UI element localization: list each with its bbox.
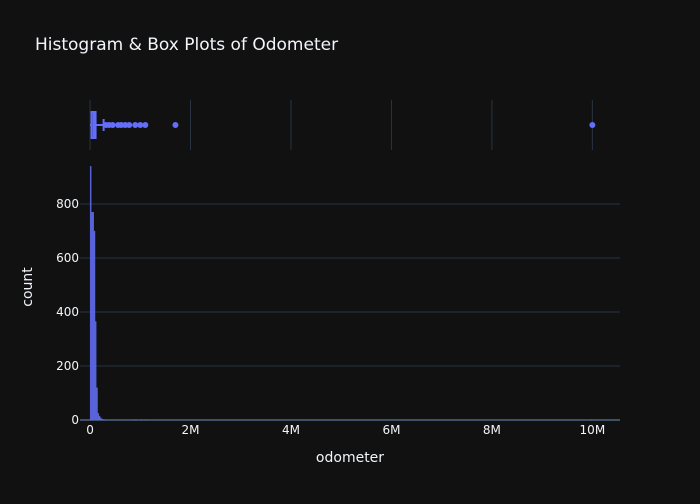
x-tick-label: 4M — [282, 423, 300, 437]
y-tick-label: 0 — [71, 413, 79, 427]
x-tick-label: 6M — [382, 423, 400, 437]
histogram-bar[interactable] — [95, 321, 96, 420]
x-tick-label: 8M — [483, 423, 501, 437]
box-outlier-point[interactable] — [126, 122, 132, 128]
histogram-bar[interactable] — [99, 416, 100, 420]
y-tick-label: 600 — [56, 251, 79, 265]
histogram-bar[interactable] — [104, 420, 105, 421]
box-outlier-point[interactable] — [172, 122, 178, 128]
y-tick-label: 800 — [56, 197, 79, 211]
chart-title: Histogram & Box Plots of Odometer — [35, 35, 338, 55]
histogram-bar[interactable] — [96, 388, 97, 420]
box-outlier-point[interactable] — [589, 122, 595, 128]
x-axis-label: odometer — [316, 450, 384, 466]
histogram-bar[interactable] — [145, 420, 146, 421]
histogram-bar[interactable] — [94, 231, 95, 420]
y-tick-label: 200 — [56, 359, 79, 373]
box-outlier-point[interactable] — [142, 122, 148, 128]
histogram-bar[interactable] — [103, 419, 104, 420]
x-tick-label: 10M — [580, 423, 606, 437]
x-tick-label: 0 — [86, 423, 94, 437]
histogram-bar[interactable] — [93, 212, 94, 420]
x-tick-label: 2M — [182, 423, 200, 437]
histogram-bar[interactable] — [100, 418, 101, 420]
histogram-bar[interactable] — [135, 420, 136, 421]
histogram-bar[interactable] — [591, 420, 592, 421]
y-tick-label: 400 — [56, 305, 79, 319]
histogram-bar[interactable] — [91, 212, 92, 420]
y-axis-label: count — [20, 267, 36, 307]
histogram-bar[interactable] — [90, 166, 91, 420]
histogram-bar[interactable] — [133, 420, 134, 421]
histogram-bar[interactable] — [98, 413, 99, 420]
box-outlier-point[interactable] — [110, 122, 116, 128]
histogram-bar[interactable] — [140, 420, 141, 421]
histogram-bar[interactable] — [101, 419, 102, 420]
